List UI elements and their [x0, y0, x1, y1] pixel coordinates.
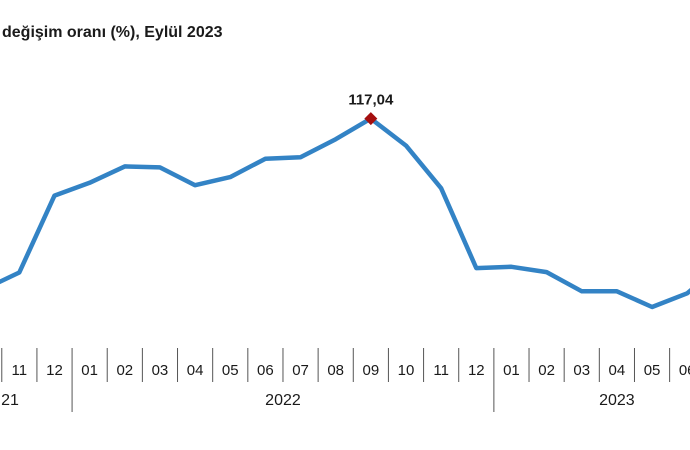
x-tick-label: 03 [573, 362, 590, 379]
year-label: 2022 [265, 392, 301, 409]
data-point [404, 144, 408, 148]
data-point [158, 165, 162, 169]
x-tick-label: 12 [46, 362, 63, 379]
x-tick-label: 02 [116, 362, 133, 379]
data-point [299, 155, 303, 159]
data-point [334, 137, 338, 141]
x-tick-label: 07 [292, 362, 309, 379]
x-tick-label: 05 [644, 362, 661, 379]
data-point [615, 289, 619, 293]
x-tick-label: 06 [679, 362, 690, 379]
data-point [53, 194, 57, 198]
data-label-group: 117,04 [348, 92, 394, 126]
x-tick-label: 04 [609, 362, 626, 379]
series-line [0, 116, 690, 310]
data-point [650, 305, 654, 309]
x-axis: 1011120102030405060708091011120102030405… [1, 348, 690, 412]
chart-title: değişim oranı (%), Eylül 2023 [2, 24, 223, 41]
x-tick-label: 03 [152, 362, 169, 379]
x-tick-label: 01 [81, 362, 98, 379]
x-tick-label: 06 [257, 362, 274, 379]
year-label: 21 [1, 392, 19, 409]
data-point [228, 175, 232, 179]
x-tick-label: 10 [398, 362, 415, 379]
x-tick-label: 04 [187, 362, 204, 379]
data-point [439, 186, 443, 190]
data-point [263, 157, 267, 161]
series-line-group [0, 116, 690, 310]
x-tick-label: 11 [12, 362, 28, 379]
x-tick-label: 08 [327, 362, 344, 379]
data-point [17, 270, 21, 274]
x-tick-label: 02 [538, 362, 555, 379]
data-point [123, 164, 127, 168]
data-label: 117,04 [348, 92, 394, 109]
x-tick-label: 09 [363, 362, 380, 379]
data-point [509, 265, 513, 269]
x-tick-label: 11 [433, 362, 449, 379]
highlight-marker [364, 112, 378, 126]
data-point [685, 291, 689, 295]
data-point [545, 270, 549, 274]
data-point [580, 289, 584, 293]
data-point [474, 266, 478, 270]
data-point [193, 183, 197, 187]
x-tick-label: 12 [468, 362, 485, 379]
x-tick-label: 01 [503, 362, 520, 379]
x-tick-label: 05 [222, 362, 239, 379]
year-label: 2023 [599, 392, 635, 409]
data-point [88, 181, 92, 185]
